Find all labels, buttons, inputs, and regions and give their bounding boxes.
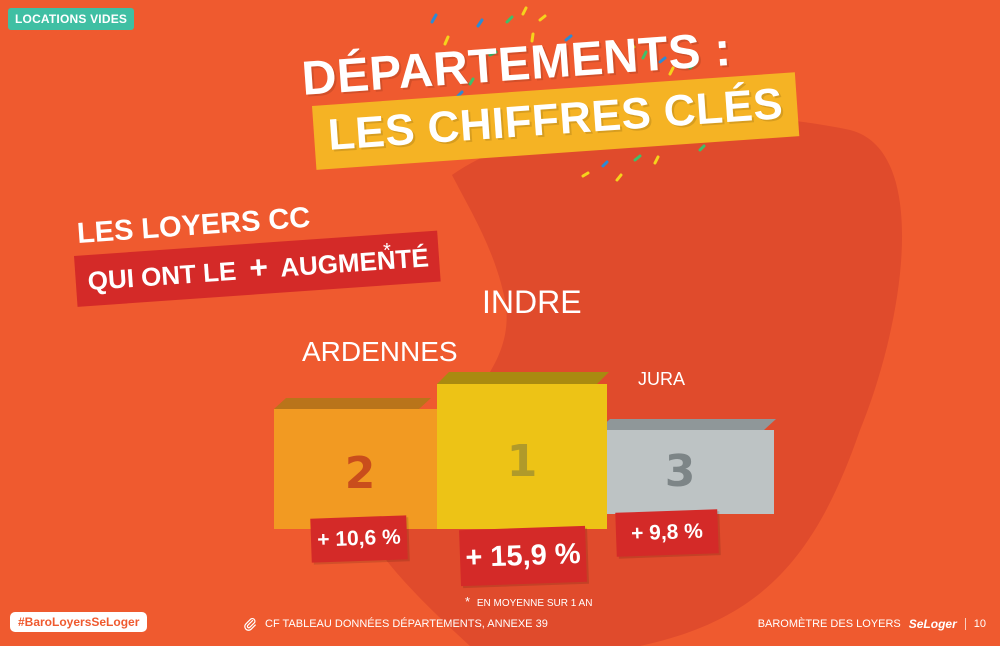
rank-first: 1 [506,436,538,487]
podium-block-third [598,419,776,514]
subtitle-asterisk: * [383,240,391,262]
footnote-text: EN MOYENNE SUR 1 AN [476,598,593,609]
footnote-star: * [465,594,471,609]
third-place-department: JURA [638,369,686,389]
reference-text: CF TABLEAU DONNÉES DÉPARTEMENTS, ANNEXE … [265,618,548,630]
paperclip-icon [244,618,256,631]
reference-note: CF TABLEAU DONNÉES DÉPARTEMENTS, ANNEXE … [243,617,548,631]
podium-block-second [274,398,438,529]
brand-logo: SeLoger [908,617,957,631]
footer-separator [964,618,966,630]
third-place-value: + 9,8 % [615,509,719,557]
hashtag-badge: #BaroLoyersSeLoger [10,612,148,632]
rank-third: 3 [664,446,696,497]
section-tag: LOCATIONS VIDES [8,8,135,30]
footnote: * EN MOYENNE SUR 1 AN [465,594,592,609]
footer-branding: BAROMÈTRE DES LOYERS SeLoger 10 [758,617,986,631]
first-place-department: INDRE [482,284,582,320]
first-place-value: + 15,9 % [459,525,587,587]
rank-second: 2 [344,448,376,499]
second-place-value: + 10,6 % [310,515,408,563]
podium-block-first [437,372,609,529]
second-place-department: ARDENNES [302,336,458,367]
barometer-label: BAROMÈTRE DES LOYERS [757,618,901,630]
page-number: 10 [973,618,986,630]
